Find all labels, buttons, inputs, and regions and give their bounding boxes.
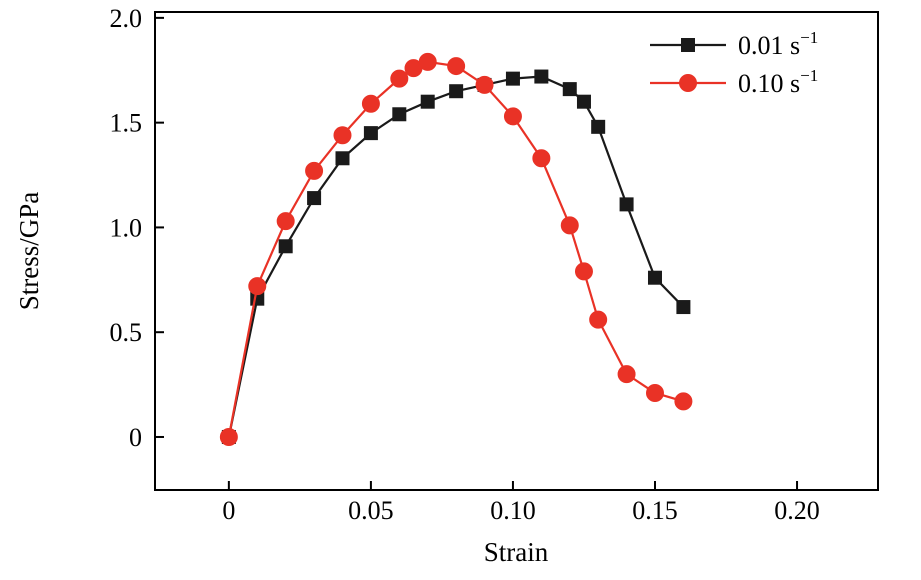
data-point-marker bbox=[645, 383, 664, 402]
x-tick-label: 0.10 bbox=[490, 496, 536, 525]
y-tick-label: 0.5 bbox=[110, 318, 143, 347]
legend-marker-icon bbox=[679, 74, 697, 92]
data-point-marker bbox=[647, 270, 662, 285]
data-point-marker bbox=[278, 239, 293, 254]
data-point-marker bbox=[420, 94, 435, 109]
data-point-marker bbox=[589, 310, 608, 329]
data-point-marker bbox=[363, 126, 378, 141]
data-point-marker bbox=[505, 71, 520, 86]
data-point-marker bbox=[276, 212, 295, 231]
axis-ticks: 0 0.05 0.10 0.15 0.20 0 0.5 1.0 1.5 2.0 bbox=[110, 4, 820, 525]
data-point-marker bbox=[449, 84, 464, 99]
data-point-marker bbox=[503, 107, 522, 126]
series-line bbox=[227, 60, 684, 438]
data-point-marker bbox=[418, 52, 437, 71]
legend-item: 0.01 s−1 bbox=[650, 28, 818, 60]
legend-marker-icon bbox=[681, 38, 695, 52]
x-tick-label: 0.20 bbox=[774, 496, 820, 525]
data-point-marker bbox=[532, 149, 551, 168]
data-point-marker bbox=[674, 392, 693, 411]
data-series bbox=[219, 52, 693, 446]
y-tick-label: 1.5 bbox=[110, 109, 143, 138]
plot-border bbox=[154, 11, 879, 491]
data-point-marker bbox=[447, 57, 466, 76]
data-point-marker bbox=[619, 197, 634, 212]
x-axis-label: Strain bbox=[484, 537, 549, 567]
data-point-marker bbox=[562, 82, 577, 97]
y-tick-label: 0 bbox=[129, 423, 142, 452]
legend: 0.01 s−1 0.10 s−1 bbox=[650, 28, 818, 98]
data-point-marker bbox=[676, 300, 691, 315]
data-point-marker bbox=[576, 94, 591, 109]
data-point-marker bbox=[617, 365, 636, 384]
data-point-marker bbox=[305, 161, 324, 180]
data-point-marker bbox=[560, 216, 579, 235]
data-point-marker bbox=[534, 69, 549, 84]
y-tick-label: 1.0 bbox=[110, 213, 143, 242]
x-tick-label: 0.15 bbox=[632, 496, 678, 525]
data-point-marker bbox=[219, 427, 238, 446]
data-point-marker bbox=[333, 126, 352, 145]
data-point-marker bbox=[335, 151, 350, 166]
legend-label: 0.10 s−1 bbox=[738, 66, 818, 98]
data-point-marker bbox=[591, 119, 606, 134]
data-point-marker bbox=[361, 94, 380, 113]
data-point-marker bbox=[392, 107, 407, 122]
data-point-marker bbox=[307, 191, 322, 206]
data-point-marker bbox=[248, 277, 267, 296]
x-tick-label: 0 bbox=[222, 496, 235, 525]
x-tick-label: 0.05 bbox=[348, 496, 394, 525]
y-axis-label: Stress/GPa bbox=[14, 192, 44, 311]
data-point-marker bbox=[475, 75, 494, 94]
series-line bbox=[227, 75, 685, 438]
legend-item: 0.10 s−1 bbox=[650, 66, 818, 98]
data-point-marker bbox=[390, 69, 409, 88]
data-point-marker bbox=[574, 262, 593, 281]
legend-label: 0.01 s−1 bbox=[738, 28, 818, 60]
y-tick-label: 2.0 bbox=[110, 4, 143, 33]
